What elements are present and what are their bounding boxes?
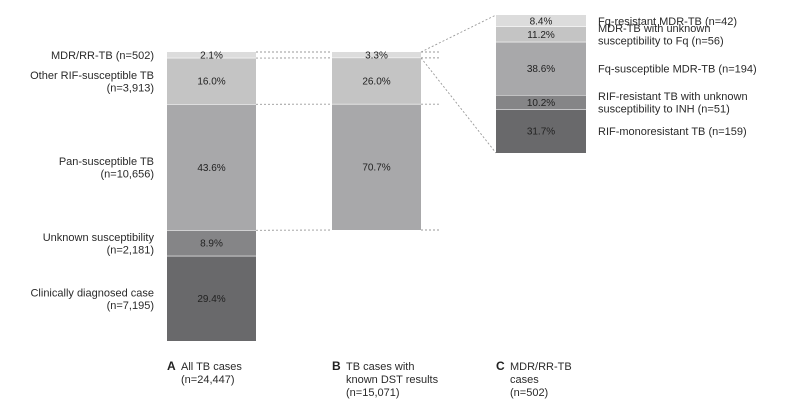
value-label-c-2: 38.6%	[527, 64, 555, 75]
category-label-a-3: Unknown susceptibility	[43, 232, 155, 244]
bar-a-segment-4	[167, 256, 256, 341]
panel-letter-a: A	[167, 359, 176, 373]
labels-group: 2.1% MDR/RR-TB (n=502) 16.0% Other RIF-susc…	[30, 16, 757, 312]
bar-a-segment-3	[167, 230, 256, 257]
bar-a-segment-2	[167, 104, 256, 231]
value-label-a-2: 43.6%	[197, 163, 225, 174]
category-label-c-1: MDR-TB with unknown	[598, 23, 710, 35]
bar-b-segment-2	[332, 104, 421, 230]
category-label-a-3: (n=2,181)	[107, 244, 154, 256]
panel-letter-b: B	[332, 359, 341, 373]
category-label-a-4: Clinically diagnosed case	[30, 287, 154, 299]
bars-group	[167, 15, 586, 341]
panel-labels-group: A All TB cases(n=24,447) B TB cases withkno…	[167, 359, 572, 399]
panel-label-c: MDR/RR-TB	[510, 361, 572, 373]
category-label-c-3: susceptibility to INH (n=51)	[598, 104, 730, 116]
category-label-a-2: (n=10,656)	[100, 169, 154, 181]
category-label-a-0: MDR/RR-TB (n=502)	[51, 50, 154, 62]
panel-label-a: All TB cases	[181, 361, 242, 373]
panel-letter-c: C	[496, 359, 505, 373]
category-label-c-3: RIF-resistant TB with unknown	[598, 91, 748, 103]
category-label-c-4: RIF-monoresistant TB (n=159)	[598, 126, 747, 138]
value-label-b-0: 3.3%	[365, 50, 388, 61]
value-label-a-4: 29.4%	[197, 294, 225, 305]
bar-b-segment-0	[332, 52, 421, 58]
category-label-c-0: Fq-resistant MDR-TB (n=42)	[598, 16, 737, 28]
value-label-b-2: 70.7%	[362, 163, 390, 174]
category-label-a-4: (n=7,195)	[107, 300, 154, 312]
zoom-line-bottom	[420, 57, 497, 154]
value-label-c-3: 10.2%	[527, 98, 555, 109]
bar-c-segment-1	[496, 26, 586, 43]
value-label-c-1: 11.2%	[527, 30, 555, 41]
value-label-a-0: 2.1%	[200, 51, 223, 62]
value-label-c-4: 31.7%	[527, 127, 555, 138]
bar-a-segment-0	[167, 52, 256, 59]
value-label-a-3: 8.9%	[200, 239, 223, 250]
panel-label-b: known DST results	[346, 374, 439, 386]
bar-c-segment-4	[496, 109, 586, 153]
zoom-line-top	[420, 14, 497, 53]
bar-c-segment-0	[496, 15, 586, 27]
category-label-c-1: susceptibility to Fq (n=56)	[598, 36, 724, 48]
bar-c-segment-2	[496, 42, 586, 96]
panel-label-c: (n=502)	[510, 387, 548, 399]
panel-label-b: TB cases with	[346, 361, 414, 373]
panel-label-a: (n=24,447)	[181, 374, 235, 386]
panel-label-c: cases	[510, 374, 539, 386]
value-label-c-0: 8.4%	[530, 16, 553, 27]
category-label-a-2: Pan-susceptible TB	[59, 156, 154, 168]
bar-c-segment-3	[496, 95, 586, 110]
bar-a-segment-1	[167, 58, 256, 105]
value-label-a-1: 16.0%	[197, 77, 225, 88]
category-label-a-1: Other RIF-susceptible TB	[30, 70, 154, 82]
value-label-b-1: 26.0%	[362, 77, 390, 88]
bar-b-segment-1	[332, 57, 421, 105]
connector-lines	[255, 14, 497, 231]
category-label-a-1: (n=3,913)	[107, 82, 154, 94]
panel-label-b: (n=15,071)	[346, 387, 400, 399]
category-label-c-2: Fq-susceptible MDR-TB (n=194)	[598, 64, 757, 76]
